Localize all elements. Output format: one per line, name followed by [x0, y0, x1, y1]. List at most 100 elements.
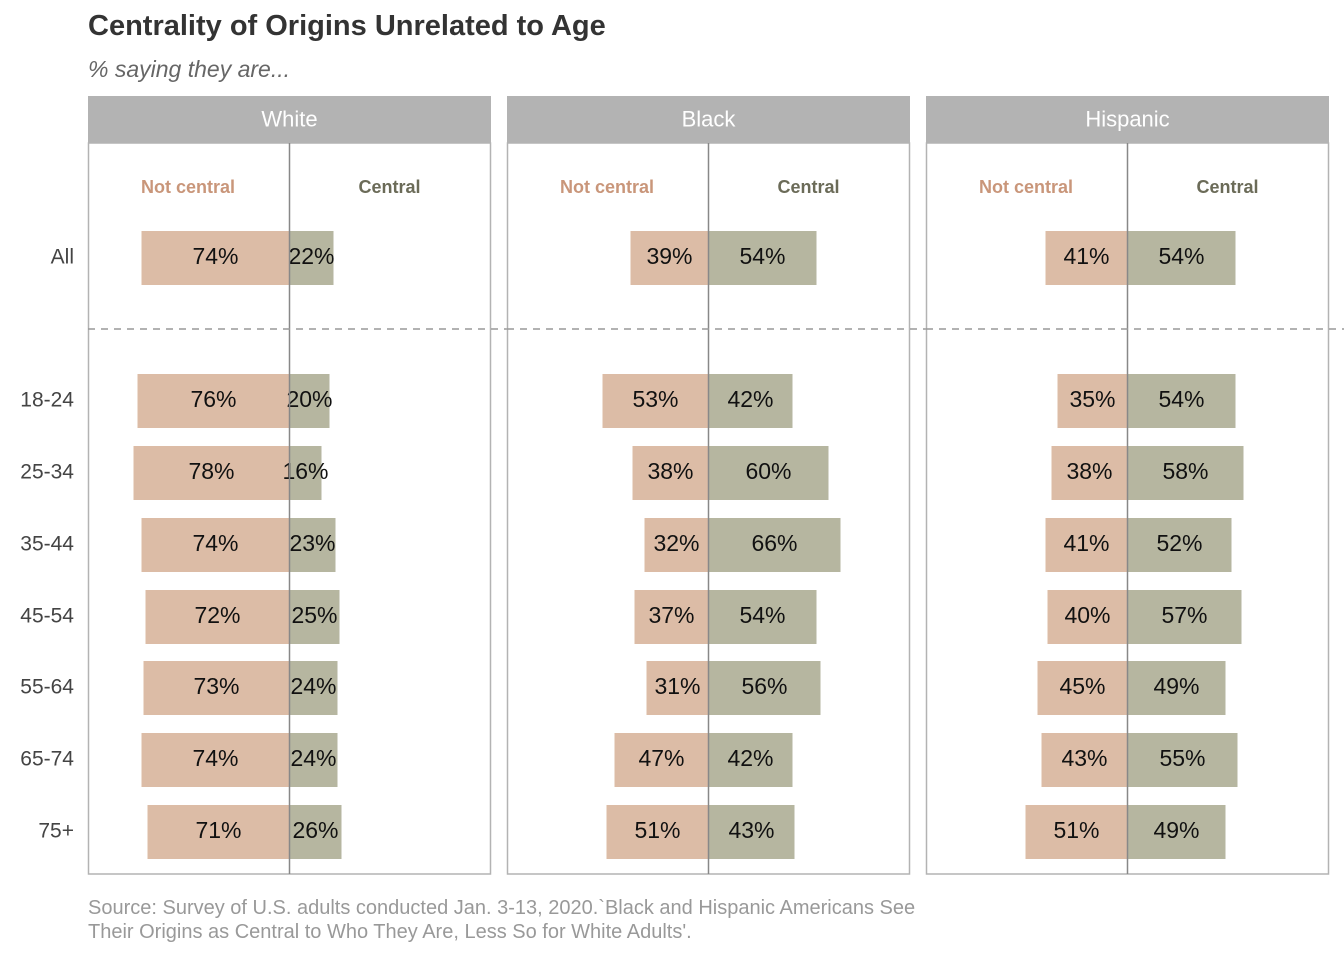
data-label-not-central: 74%	[192, 745, 238, 771]
bar-central	[708, 518, 841, 572]
bar-not-central	[1057, 374, 1128, 428]
data-label-central: 49%	[1153, 673, 1199, 699]
data-label-central: 25%	[291, 602, 337, 628]
source-note: Source: Survey of U.S. adults conducted …	[88, 896, 915, 944]
bar-not-central	[1025, 805, 1128, 859]
bar-central	[1127, 590, 1242, 644]
data-label-not-central: 73%	[193, 673, 239, 699]
data-label-not-central: 37%	[648, 602, 694, 628]
data-label-central: 43%	[728, 817, 774, 843]
data-label-not-central: 51%	[1053, 817, 1099, 843]
y-tick-label: 75+	[38, 820, 74, 843]
column-header-not-central: Not central	[979, 177, 1073, 197]
bar-not-central	[141, 518, 290, 572]
bar-central	[289, 446, 322, 500]
bar-not-central	[1047, 590, 1128, 644]
panel-strip	[88, 96, 491, 143]
panel-black: Black Not central Central 39% 54% 53% 42% 38% 60…	[506, 96, 926, 875]
bar-central	[1127, 805, 1226, 859]
panel-strip-label: Black	[682, 106, 737, 131]
data-label-not-central: 78%	[188, 458, 234, 484]
bar-not-central	[133, 446, 290, 500]
bar-central	[1127, 661, 1226, 715]
source-line-2: Their Origins as Central to Who They Are…	[88, 921, 692, 943]
data-label-central: 22%	[288, 243, 334, 269]
bar-central	[708, 590, 817, 644]
bar-not-central	[630, 231, 709, 285]
data-label-central: 42%	[727, 386, 773, 412]
y-tick-label: All	[51, 246, 74, 269]
bar-central	[708, 805, 795, 859]
panel-strip	[926, 96, 1329, 143]
bar-central	[289, 805, 342, 859]
bar-central	[708, 374, 793, 428]
bar-central	[289, 590, 340, 644]
bar-central	[1127, 733, 1238, 787]
bar-central	[289, 374, 330, 428]
bar-central	[708, 661, 821, 715]
panel-strip	[507, 96, 910, 143]
data-label-central: 20%	[286, 386, 332, 412]
data-label-not-central: 74%	[192, 530, 238, 556]
bar-not-central	[1037, 661, 1128, 715]
data-label-central: 24%	[290, 745, 336, 771]
bar-central	[708, 446, 829, 500]
bar-not-central	[634, 590, 709, 644]
y-tick-label: 35-44	[20, 533, 74, 556]
panel-strip-label: Hispanic	[1085, 106, 1169, 131]
data-label-central: 54%	[1158, 386, 1204, 412]
panel-hispanic: Hispanic Not central Central 41% 54% 35% 54% 38…	[925, 96, 1344, 875]
bar-not-central	[1045, 518, 1128, 572]
data-label-central: 66%	[751, 530, 797, 556]
bar-not-central	[632, 446, 709, 500]
data-label-central: 54%	[739, 602, 785, 628]
column-header-central: Central	[358, 177, 420, 197]
data-label-not-central: 74%	[192, 243, 238, 269]
data-label-not-central: 38%	[1066, 458, 1112, 484]
bar-central	[708, 733, 793, 787]
y-tick-label: 45-54	[20, 605, 74, 628]
source-line-1: Source: Survey of U.S. adults conducted …	[88, 897, 916, 919]
bar-not-central	[606, 805, 709, 859]
chart-area: All 18-24 25-34 35-44 45-54 55-64 65-74 75+ Whit…	[20, 96, 1344, 875]
data-label-central: 58%	[1162, 458, 1208, 484]
panel-strip-label: White	[261, 106, 317, 131]
data-label-not-central: 40%	[1064, 602, 1110, 628]
bar-central	[289, 661, 338, 715]
y-tick-label: 25-34	[20, 461, 74, 484]
data-label-not-central: 72%	[194, 602, 240, 628]
data-label-central: 54%	[739, 243, 785, 269]
y-tick-label: 55-64	[20, 676, 74, 699]
bar-not-central	[644, 518, 709, 572]
data-label-not-central: 41%	[1063, 243, 1109, 269]
bar-not-central	[646, 661, 709, 715]
bar-central	[289, 733, 338, 787]
data-label-central: 55%	[1159, 745, 1205, 771]
data-label-not-central: 35%	[1069, 386, 1115, 412]
bar-not-central	[141, 733, 290, 787]
data-label-central: 24%	[290, 673, 336, 699]
data-label-not-central: 32%	[653, 530, 699, 556]
data-label-not-central: 76%	[190, 386, 236, 412]
data-label-central: 54%	[1158, 243, 1204, 269]
column-header-central: Central	[777, 177, 839, 197]
data-label-central: 60%	[745, 458, 791, 484]
data-label-central: 23%	[289, 530, 335, 556]
bar-not-central	[1045, 231, 1128, 285]
bar-not-central	[137, 374, 290, 428]
data-label-central: 57%	[1161, 602, 1207, 628]
y-tick-label: 18-24	[20, 389, 74, 412]
bar-central	[1127, 446, 1244, 500]
bar-not-central	[1051, 446, 1128, 500]
bar-not-central	[143, 661, 290, 715]
data-label-not-central: 39%	[646, 243, 692, 269]
bar-central	[1127, 374, 1236, 428]
data-label-not-central: 43%	[1061, 745, 1107, 771]
data-label-central: 52%	[1156, 530, 1202, 556]
bar-not-central	[602, 374, 709, 428]
data-label-not-central: 38%	[647, 458, 693, 484]
y-tick-label: 65-74	[20, 748, 74, 771]
bar-not-central	[145, 590, 290, 644]
data-label-central: 56%	[741, 673, 787, 699]
chart-title: Centrality of Origins Unrelated to Age	[88, 10, 606, 42]
